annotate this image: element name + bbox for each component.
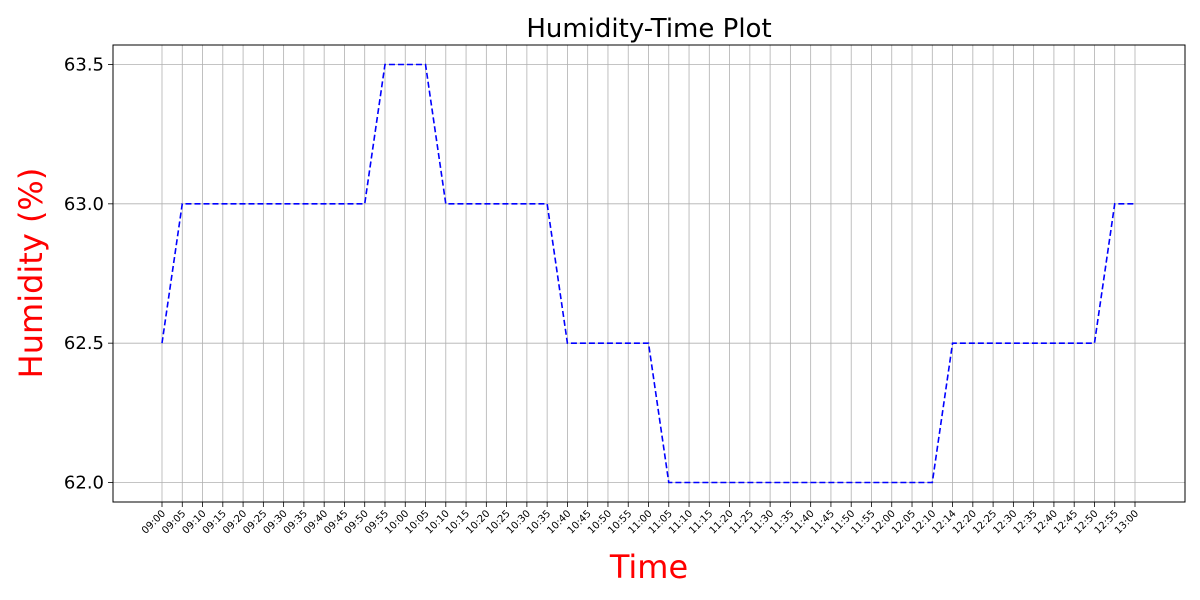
x-axis-label: Time xyxy=(609,548,688,586)
y-axis-label: Humidity (%) xyxy=(12,168,50,379)
y-tick-label: 63.0 xyxy=(64,194,104,215)
grid-lines xyxy=(113,45,1185,502)
y-tick-label: 62.0 xyxy=(64,472,104,493)
plot-frame xyxy=(112,44,1186,503)
x-axis-ticks: 09:0009:0509:1009:1509:2009:2509:3009:35… xyxy=(140,502,1141,537)
humidity-series-line xyxy=(161,63,1135,484)
y-tick-label: 63.5 xyxy=(64,55,104,76)
y-tick-label: 62.5 xyxy=(64,333,104,354)
chart-title: Humidity-Time Plot xyxy=(526,14,771,44)
plot-area xyxy=(161,63,1135,484)
y-axis-ticks: 62.0 62.5 63.0 63.5 xyxy=(64,55,113,493)
